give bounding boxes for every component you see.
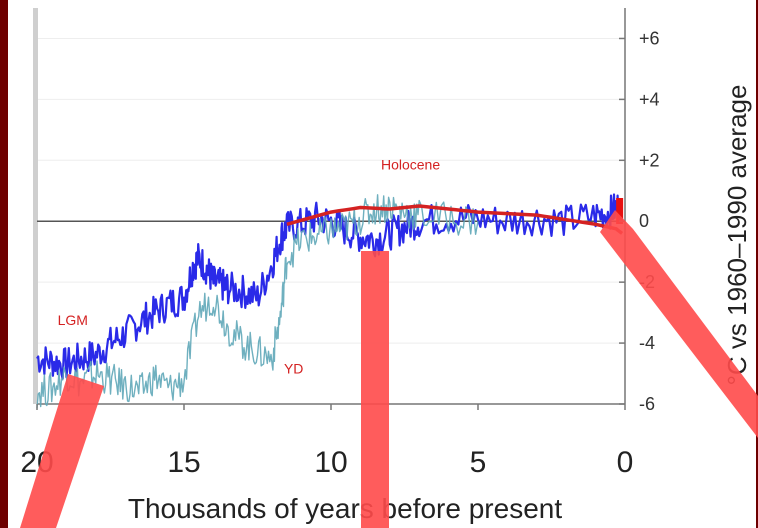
annotation-label: LGM (58, 312, 88, 328)
series-line-2 (36, 194, 479, 409)
y-tick-label: +6 (639, 28, 660, 48)
y-tick-label: -4 (639, 333, 655, 353)
x-axis-label: Thousands of years before present (128, 493, 562, 524)
x-tick-label: 5 (470, 446, 487, 479)
pointer-arrow-middle (361, 251, 389, 528)
annotation-label: Holocene (381, 156, 440, 172)
pointer-arrow-right (600, 210, 758, 438)
y-tick-label: +4 (639, 89, 660, 109)
left-frame-bar (33, 8, 38, 404)
series-line-1 (36, 193, 621, 380)
x-tick-label: 15 (167, 446, 200, 479)
pointer-arrow-left (20, 374, 104, 528)
x-tick-label: 10 (314, 446, 347, 479)
y-axis-label: °C vs 1960–1990 average (722, 85, 752, 386)
y-tick-label: 0 (639, 211, 649, 231)
annotation-label: YD (284, 361, 303, 377)
y-tick-label: +2 (639, 150, 660, 170)
x-tick-label: 0 (617, 446, 634, 479)
series-line-3 (286, 204, 624, 235)
present-marker (616, 198, 624, 224)
y-tick-label: -6 (639, 394, 655, 414)
